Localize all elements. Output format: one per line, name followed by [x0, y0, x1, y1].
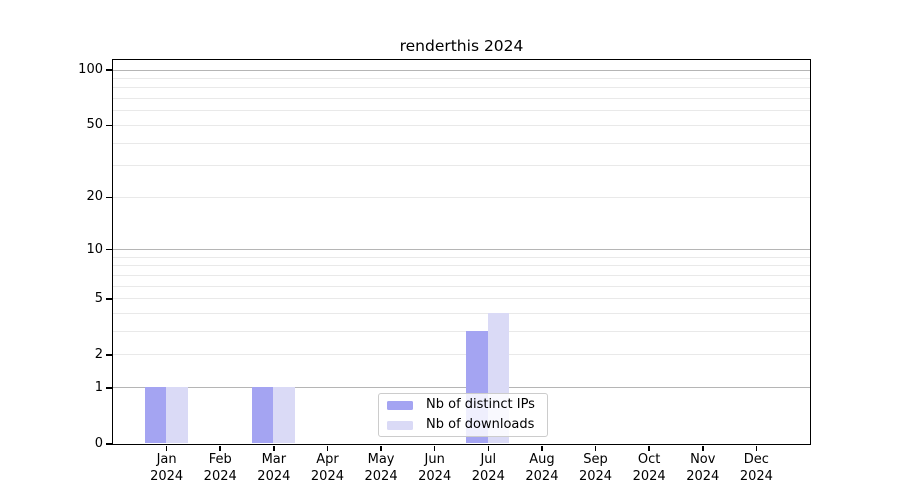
y-gridline-minor	[112, 313, 810, 315]
x-tick-mark	[755, 445, 758, 451]
x-tick-month: Oct	[637, 452, 661, 467]
x-tick-mark	[326, 445, 329, 451]
x-tick-month: Dec	[743, 452, 769, 467]
y-tick-mark	[105, 248, 112, 251]
legend-swatch-distinct-ips	[387, 400, 413, 410]
chart-title: renderthis 2024	[399, 37, 524, 55]
y-tick-label: 20	[86, 189, 103, 205]
legend: Nb of distinct IPs Nb of downloads	[378, 393, 548, 437]
y-gridline-minor	[112, 142, 810, 144]
x-tick-label: Dec 2024	[724, 452, 788, 485]
y-gridline-minor	[112, 274, 810, 276]
x-tick-mark	[165, 445, 168, 451]
y-tick-label: 0	[94, 436, 103, 451]
plot-area	[112, 60, 810, 444]
y-gridline-minor	[112, 285, 810, 287]
y-gridline-major	[112, 387, 810, 389]
x-tick-label: Oct 2024	[617, 452, 681, 485]
y-gridline-minor	[112, 110, 810, 112]
y-tick-label: 1	[94, 379, 103, 395]
bar-downloads	[166, 387, 188, 444]
y-tick-label: 100	[78, 62, 103, 78]
x-tick-year: 2024	[686, 468, 720, 484]
y-gridline-minor	[112, 354, 810, 356]
x-tick-mark	[380, 445, 382, 451]
x-tick-year: 2024	[632, 468, 666, 484]
y-gridline-minor	[112, 256, 810, 258]
x-tick-month: Feb	[208, 452, 232, 467]
x-tick-month: Aug	[529, 452, 555, 467]
y-tick-mark	[105, 354, 112, 356]
x-tick-label: Nov 2024	[671, 452, 735, 485]
x-tick-label: Apr 2024	[295, 452, 359, 485]
x-tick-month: Jan	[156, 452, 177, 467]
x-tick-mark	[594, 445, 597, 451]
x-tick-label: Jan 2024	[135, 452, 199, 485]
y-tick-mark	[105, 443, 112, 445]
y-gridline-minor	[112, 196, 810, 198]
y-gridline-major	[112, 69, 810, 71]
x-tick-mark	[433, 445, 436, 451]
y-gridline-major	[112, 249, 810, 251]
y-tick-mark	[105, 124, 112, 127]
x-tick-label: May 2024	[349, 452, 413, 485]
x-tick-month: Sep	[583, 452, 608, 467]
legend-label-downloads: Nb of downloads	[426, 417, 535, 432]
x-tick-year: 2024	[471, 468, 505, 484]
x-tick-mark	[219, 445, 221, 451]
y-tick-mark	[105, 387, 112, 389]
y-gridline-minor	[112, 331, 810, 333]
bar-downloads	[273, 387, 295, 444]
y-gridline-minor	[112, 165, 810, 167]
x-tick-label: Feb 2024	[188, 452, 252, 485]
x-tick-month: May	[367, 452, 395, 467]
x-tick-month: Apr	[316, 452, 339, 467]
y-tick-mark	[105, 196, 112, 199]
bar-distinct-ips	[251, 387, 274, 444]
y-gridline-minor	[112, 298, 810, 300]
bar-distinct-ips	[144, 387, 167, 444]
x-tick-year: 2024	[525, 468, 559, 484]
x-tick-label: Jun 2024	[403, 452, 467, 485]
y-tick-mark	[105, 69, 112, 71]
y-gridline-minor	[112, 77, 810, 79]
x-tick-mark	[273, 445, 275, 451]
x-tick-label: Mar 2024	[242, 452, 306, 485]
y-tick-mark	[105, 298, 112, 300]
x-tick-mark	[487, 445, 490, 451]
y-tick-label: 5	[94, 290, 103, 306]
x-tick-year: 2024	[739, 468, 773, 484]
x-tick-mark	[541, 445, 543, 451]
x-tick-month: Nov	[690, 452, 716, 467]
legend-label-distinct-ips: Nb of distinct IPs	[426, 397, 535, 412]
x-tick-month: Mar	[261, 452, 287, 467]
legend-item: Nb of downloads	[387, 415, 539, 435]
x-tick-month: Jul	[480, 452, 497, 467]
x-tick-label: Sep 2024	[564, 452, 628, 485]
x-tick-month: Jun	[424, 452, 445, 467]
x-tick-year: 2024	[150, 468, 184, 484]
y-tick-label: 50	[86, 117, 103, 133]
y-gridline-minor	[112, 124, 810, 126]
x-tick-mark	[702, 445, 704, 451]
x-tick-label: Jul 2024	[456, 452, 520, 485]
x-tick-label: Aug 2024	[510, 452, 574, 485]
y-gridline-minor	[112, 87, 810, 89]
x-tick-year: 2024	[257, 468, 291, 484]
y-gridline-minor	[112, 265, 810, 267]
x-tick-year: 2024	[578, 468, 613, 484]
y-tick-label: 2	[94, 346, 103, 362]
x-tick-year: 2024	[310, 468, 344, 484]
legend-item: Nb of distinct IPs	[387, 395, 539, 415]
x-tick-year: 2024	[418, 468, 452, 484]
y-tick-label: 10	[86, 241, 103, 257]
legend-swatch-downloads	[387, 420, 413, 430]
x-tick-mark	[648, 445, 650, 451]
x-tick-year: 2024	[203, 468, 237, 484]
x-tick-year: 2024	[364, 468, 398, 484]
plot-frame	[111, 58, 811, 445]
y-gridline-minor	[112, 98, 810, 100]
